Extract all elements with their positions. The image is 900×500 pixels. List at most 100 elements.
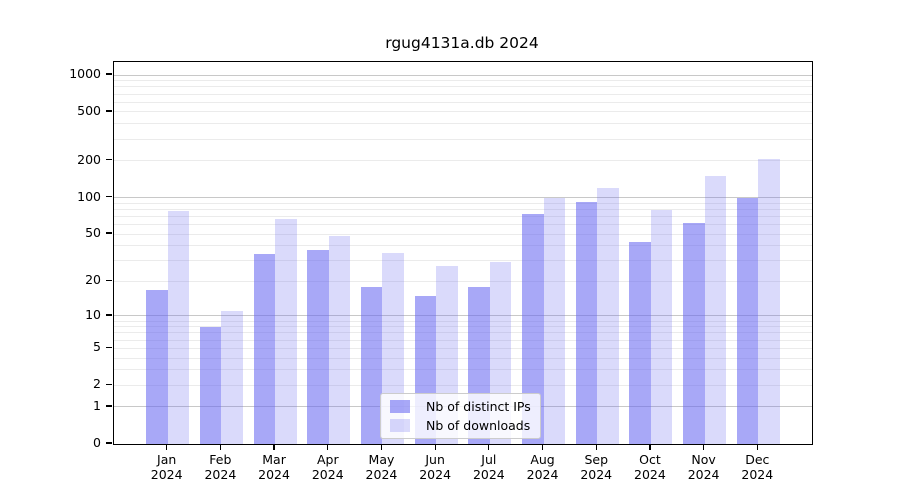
legend-swatch-distinct-ips [390, 400, 410, 413]
gridline-minor [114, 320, 812, 322]
x-tick-label-line: 2024 [419, 467, 452, 482]
x-tick-label-line: Mar [262, 452, 286, 467]
gridline-minor [114, 80, 812, 82]
gridline-minor [114, 223, 812, 225]
y-tick-mark [106, 195, 112, 198]
x-tick-label: Jul 2024 [459, 452, 519, 482]
x-tick-label-line: 2024 [365, 467, 398, 482]
x-tick-mark [595, 444, 597, 450]
x-tick-label-line: 2024 [526, 467, 559, 482]
gridline-minor [114, 332, 812, 334]
bar-downloads-sep [597, 187, 619, 444]
bar-distinct-ips-apr [307, 249, 329, 444]
gridline-minor [114, 202, 812, 204]
x-tick-mark [756, 444, 758, 450]
y-tick-label: 200 [77, 151, 101, 167]
y-tick-mark [106, 232, 112, 234]
x-tick-mark [380, 444, 383, 450]
y-tick-label: 1 [93, 397, 101, 413]
bar-distinct-ips-jan [146, 289, 168, 444]
gridline-minor [114, 93, 812, 95]
x-tick-mark [219, 444, 221, 450]
gridline-minor [114, 123, 812, 125]
legend-item-downloads: Nb of downloads [390, 418, 531, 433]
x-tick-label-line: 2024 [687, 467, 720, 482]
bar-downloads-nov [704, 176, 727, 444]
x-tick-label: Jun 2024 [405, 452, 465, 482]
x-tick-label-line: Sep [584, 452, 608, 467]
gridline-minor [114, 111, 812, 113]
y-tick-mark [106, 442, 112, 444]
legend: Nb of distinct IPs Nb of downloads [380, 393, 541, 439]
x-tick-label-line: Apr [316, 452, 339, 467]
x-tick-label-line: 2024 [580, 467, 613, 482]
x-tick-label-line: Jul [481, 452, 497, 467]
x-tick-label-line: 2024 [150, 467, 183, 482]
x-tick-label: Oct 2024 [620, 452, 680, 482]
x-tick-label-line: 2024 [311, 467, 344, 482]
gridline-minor [114, 339, 812, 341]
gridline-minor [114, 260, 812, 262]
y-tick-mark [106, 110, 112, 112]
bar-distinct-ips-nov [683, 222, 705, 444]
x-tick-label: Feb 2024 [190, 452, 250, 482]
x-tick-label-line: Jan [157, 452, 177, 467]
y-tick-label: 20 [85, 272, 101, 288]
bar-distinct-ips-mar [253, 254, 276, 444]
y-tick-mark [106, 314, 112, 316]
y-tick-mark [106, 405, 112, 407]
y-tick-label: 50 [85, 225, 101, 240]
x-tick-mark [488, 444, 490, 450]
y-tick-label: 0 [93, 435, 101, 450]
x-tick-label: Jan 2024 [137, 452, 197, 482]
x-tick-label: Dec 2024 [727, 452, 787, 482]
x-tick-mark [541, 444, 544, 450]
x-tick-mark [703, 444, 705, 450]
x-tick-label-line: 2024 [258, 467, 290, 482]
gridline-minor [114, 326, 812, 328]
x-tick-mark [327, 444, 329, 450]
x-tick-label: Nov 2024 [674, 452, 734, 482]
x-tick-label-line: Jun [425, 452, 445, 467]
bar-downloads-mar [275, 219, 297, 444]
gridline-minor [114, 160, 812, 162]
gridline-major [114, 197, 812, 198]
y-tick-label: 1000 [69, 66, 101, 81]
bar-distinct-ips-aug [522, 214, 544, 444]
bar-downloads-apr [328, 236, 351, 444]
x-tick-label-line: 2024 [634, 467, 666, 482]
x-tick-label-line: May [368, 452, 395, 467]
y-tick-mark [106, 346, 112, 348]
gridline-minor [114, 280, 812, 282]
legend-swatch-downloads [390, 419, 410, 432]
bar-distinct-ips-oct [629, 241, 651, 444]
bar-distinct-ips-dec [736, 197, 759, 444]
gridline-minor [114, 369, 812, 371]
y-tick-mark [106, 279, 112, 281]
x-tick-label-line: Oct [639, 452, 661, 467]
x-tick-label: Apr 2024 [298, 452, 358, 482]
x-tick-mark [649, 444, 651, 450]
legend-label-distinct-ips: Nb of distinct IPs [426, 399, 531, 414]
gridline-minor [114, 138, 812, 140]
y-tick-label: 5 [93, 339, 101, 355]
legend-item-distinct-ips: Nb of distinct IPs [390, 399, 531, 414]
gridline-minor [114, 245, 812, 247]
y-tick-label: 10 [85, 306, 101, 322]
bar-downloads-jan [167, 211, 190, 444]
legend-label-downloads: Nb of downloads [426, 418, 531, 433]
bar-distinct-ips-feb [199, 326, 222, 444]
plot-area [113, 61, 813, 445]
x-tick-label-line: 2024 [741, 467, 774, 482]
x-tick-mark [273, 444, 275, 450]
x-tick-mark [434, 444, 436, 450]
bar-distinct-ips-sep [575, 201, 598, 444]
gridline-minor [114, 347, 812, 349]
x-tick-label-line: Aug [530, 452, 555, 467]
y-tick-mark [106, 73, 112, 75]
y-tick-mark [106, 383, 112, 385]
gridline-minor [114, 101, 812, 103]
bar-distinct-ips-may [360, 286, 383, 444]
x-tick-label-line: Dec [745, 452, 770, 467]
x-tick-label: May 2024 [351, 452, 411, 482]
